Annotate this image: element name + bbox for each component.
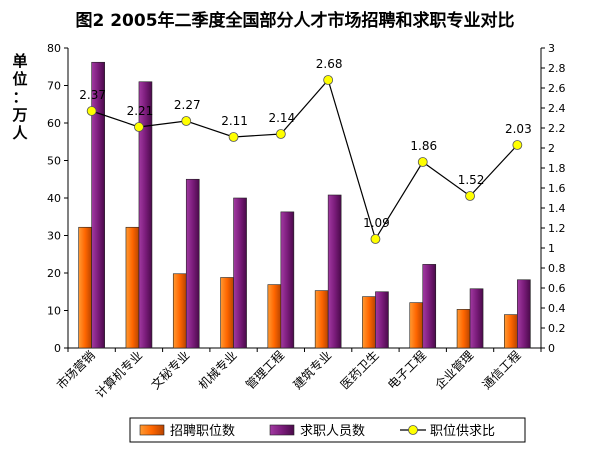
bar-jobseekers [233, 197, 247, 349]
y-left-tick-label: 40 [47, 192, 61, 205]
unit-label: 单位：万人 [11, 52, 28, 142]
x-tick-label: 计算机专业 [92, 348, 145, 401]
x-tick-label: 通信工程 [479, 348, 524, 393]
y-right-tick-label: 2.8 [548, 62, 566, 75]
bar-recruitment [78, 226, 92, 349]
y-left-tick-label: 70 [47, 80, 61, 93]
bar-recruitment [362, 296, 376, 349]
bar-recruitment [267, 284, 282, 349]
unit-label-char: 万 [11, 106, 27, 124]
y-right-tick-label: 0.4 [548, 302, 566, 315]
y-right-tick-label: 2 [548, 142, 555, 155]
ratio-point [512, 140, 523, 150]
y-right-tick-label: 2.6 [548, 82, 566, 95]
unit-label-char: 人 [12, 124, 28, 142]
ratio-data-label: 2.27 [174, 98, 201, 112]
legend-box [129, 417, 526, 443]
bar-jobseekers [185, 178, 200, 349]
bar-jobseekers [375, 291, 389, 349]
ratio-point [417, 157, 428, 167]
unit-label-char: 位 [12, 70, 27, 88]
y-left-tick-label: 60 [47, 117, 61, 130]
ratio-line [91, 78, 518, 241]
legend-marker [408, 425, 418, 435]
y-right-tick-label: 0.2 [548, 322, 566, 335]
ratio-data-label: 1.52 [458, 173, 485, 187]
bar-recruitment [456, 309, 471, 349]
x-tick-label: 机械专业 [195, 348, 240, 393]
x-tick-label: 文秘专业 [148, 348, 193, 393]
legend-label: 求职人员数 [300, 424, 365, 439]
legend-label: 职位供求比 [430, 424, 495, 439]
y-left-tick-label: 30 [47, 230, 61, 243]
ratio-data-label: 2.21 [127, 104, 154, 118]
bar-recruitment [172, 273, 187, 349]
y-left-tick-label: 50 [47, 155, 61, 168]
bar-jobseekers [91, 61, 105, 349]
plot-area: 0 10 20 30 40 50 60 70 80 0 0.2 0.4 0.6 0.8 1 1.2 1.4 1.6… [47, 42, 566, 401]
ratio-data-label: 2.68 [316, 57, 343, 71]
bar-jobseekers [469, 288, 484, 349]
bar-recruitment [409, 302, 424, 349]
legend-swatch [269, 424, 295, 436]
unit-label-char: 单 [12, 52, 27, 70]
bar-recruitment [314, 290, 329, 349]
y-right-tick-label: 0 [548, 342, 555, 355]
x-tick-label: 医药卫生 [338, 348, 382, 392]
y-right-tick-label: 3 [548, 42, 555, 55]
x-tick-label: 企业管理 [432, 348, 477, 393]
unit-label-char: ： [12, 88, 27, 106]
legend: 招聘职位数 求职人员数 职位供求比 [129, 417, 526, 443]
ratio-point [465, 191, 475, 201]
ratio-point [134, 122, 144, 132]
y-right-tick-label: 1.6 [548, 182, 566, 195]
bar-jobseekers [422, 264, 437, 349]
chart-title: 图2 2005年二季度全国部分人才市场招聘和求职专业对比 [75, 10, 514, 31]
bar-jobseekers [280, 211, 295, 349]
ratio-point [370, 234, 381, 244]
x-tick-label: 电子工程 [384, 348, 429, 393]
y-left-tick-label: 20 [47, 267, 61, 280]
ratio-data-label: 2.03 [505, 122, 532, 136]
ratio-point [275, 129, 286, 139]
y-right-tick-label: 0.6 [548, 282, 566, 295]
ratio-data-label: 2.37 [79, 88, 106, 102]
y-right-tick-label: 1.8 [548, 162, 566, 175]
ratio-data-label: 2.11 [221, 114, 248, 128]
legend-label: 招聘职位数 [170, 424, 235, 439]
y-left-tick-label: 0 [54, 342, 61, 355]
bar-recruitment [504, 314, 518, 349]
bar-jobseekers [517, 279, 531, 349]
y-right-tick-label: 0.8 [548, 262, 566, 275]
ratio-point [86, 106, 97, 116]
bar-jobseekers [138, 81, 153, 349]
x-tick-label: 建筑专业 [290, 348, 335, 393]
ratio-data-label: 1.09 [363, 216, 390, 230]
bar-recruitment [220, 277, 234, 349]
y-right-tick-label: 1.4 [548, 202, 566, 215]
ratio-data-label: 2.14 [268, 111, 295, 125]
x-tick-label: 管理工程 [242, 348, 287, 393]
ratio-data-label: 1.86 [410, 139, 437, 153]
bar-recruitment [125, 226, 140, 349]
y-left-tick-label: 10 [47, 305, 61, 318]
y-right-tick-label: 2.4 [548, 102, 566, 115]
legend-swatch [139, 424, 165, 436]
y-right-tick-label: 1.2 [548, 222, 566, 235]
y-left-tick-label: 80 [47, 42, 61, 55]
bar-jobseekers [327, 194, 342, 349]
ratio-point [181, 116, 192, 126]
ratio-point [323, 75, 334, 85]
ratio-point [228, 132, 239, 142]
y-right-tick-label: 1 [548, 242, 555, 255]
y-right-tick-label: 2.2 [548, 122, 566, 135]
